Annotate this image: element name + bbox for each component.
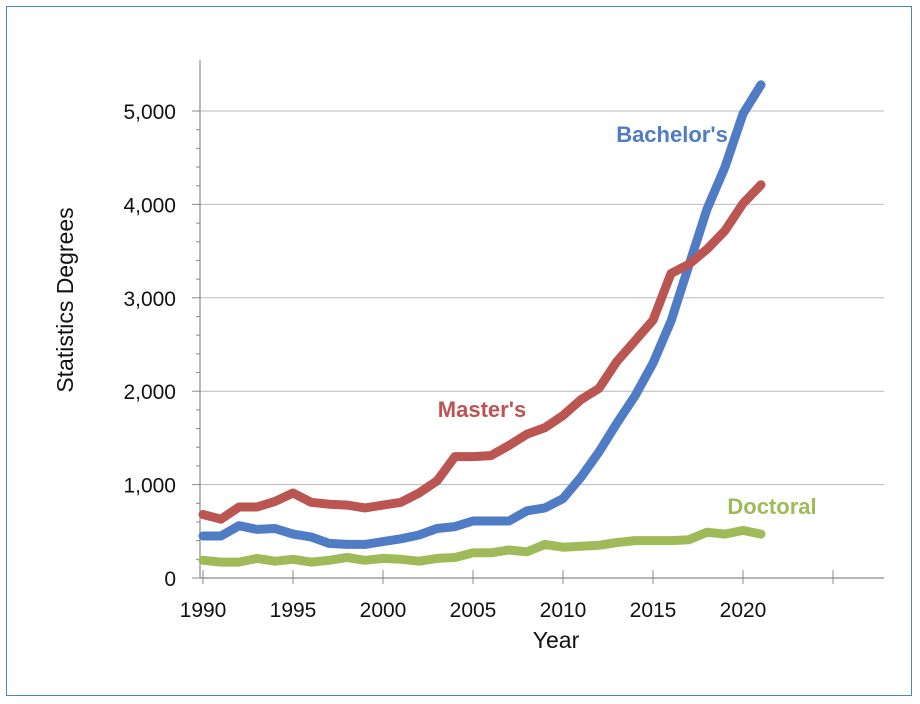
x-tick-label: 2010	[540, 599, 587, 622]
series-label-bachelors: Bachelor's	[616, 122, 728, 147]
series-line-masters	[198, 180, 766, 524]
gridlines	[200, 110, 884, 486]
y-tick-label: 2,000	[123, 381, 176, 404]
y-tick-label: 1,000	[123, 475, 176, 498]
y-tick-label: 0	[164, 568, 176, 591]
x-tick-label: 1995	[270, 599, 317, 622]
series-line-bachelors	[198, 80, 766, 549]
x-tick-label: 2005	[450, 599, 497, 622]
chart-frame	[6, 6, 912, 696]
x-tick-label: 2015	[630, 599, 677, 622]
series-label-masters: Master's	[438, 397, 526, 422]
x-axis-title: Year	[533, 627, 580, 653]
x-tick-label: 1990	[180, 599, 227, 622]
y-tick-label: 4,000	[123, 194, 176, 217]
y-tick-label: 3,000	[123, 288, 176, 311]
series-label-doctoral: Doctoral	[727, 494, 816, 519]
x-tick-label: 2000	[360, 599, 407, 622]
axes	[192, 60, 884, 584]
series-lines	[198, 80, 766, 567]
y-tick-label: 5,000	[123, 101, 176, 124]
series-line-doctoral	[198, 525, 766, 567]
labels: 0 1,000 2,000 3,000 4,000 5,000 1990 1995 2000 20…	[123, 101, 816, 622]
y-axis-title: Statistics Degrees	[52, 207, 78, 392]
x-tick-label: 2020	[720, 599, 767, 622]
